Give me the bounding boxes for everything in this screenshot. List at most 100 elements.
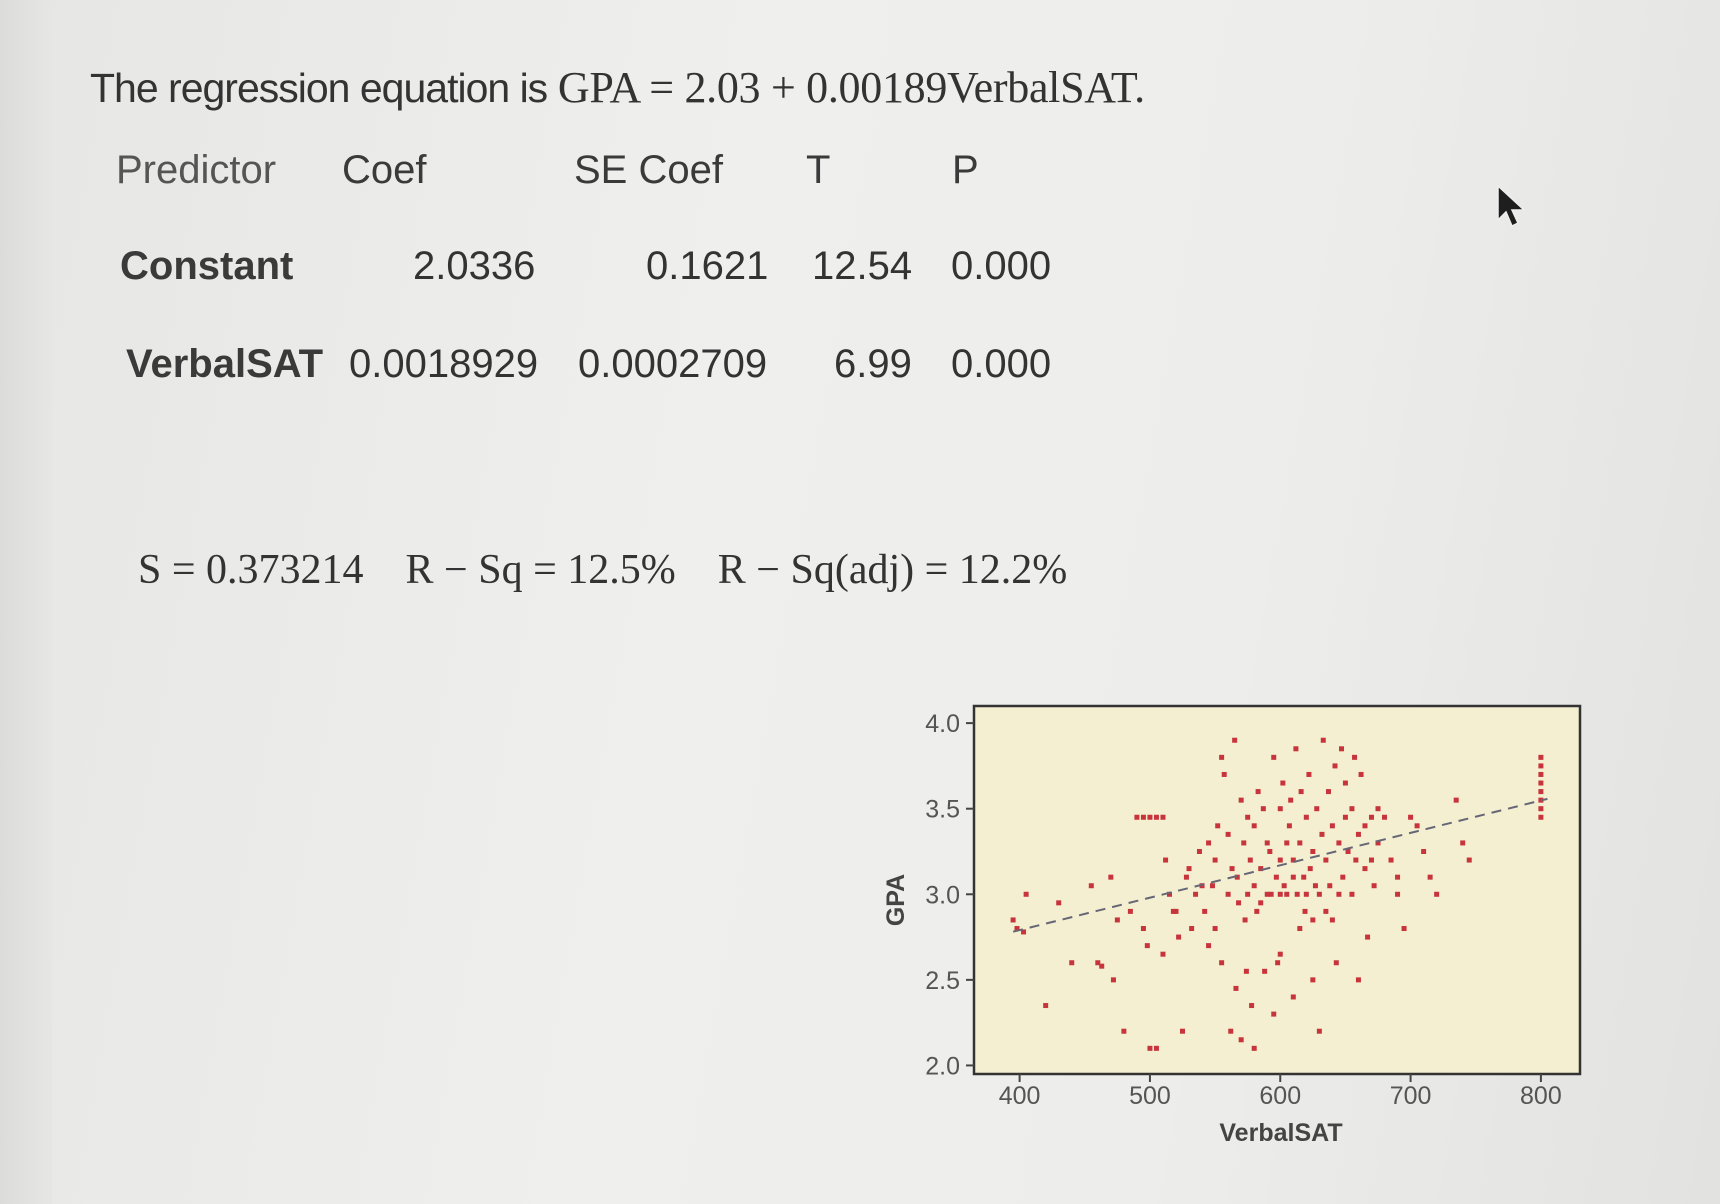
data-point [1388, 857, 1394, 863]
data-point [1323, 857, 1329, 863]
data-point [1186, 866, 1192, 872]
data-point [1365, 934, 1371, 940]
data-point [1254, 908, 1260, 914]
data-point [1267, 848, 1273, 854]
data-point [1310, 977, 1316, 983]
data-point [1332, 763, 1338, 769]
x-axis-label: VerbalSAT [1219, 1119, 1342, 1147]
x-axis-ticks: 400 500 600 700 800 [999, 1074, 1562, 1110]
data-point [1255, 789, 1261, 795]
data-point [1183, 874, 1189, 880]
data-point [1395, 874, 1401, 880]
x-tick-label: 700 [1390, 1082, 1432, 1110]
data-point [1358, 771, 1364, 777]
data-point [1056, 900, 1062, 906]
data-point [1310, 917, 1316, 923]
y-tick-label: 3.5 [925, 796, 960, 824]
data-point [1271, 754, 1277, 760]
header-se-coef: SE Coef [574, 148, 723, 192]
data-point [1170, 908, 1176, 914]
data-point [1277, 857, 1283, 863]
data-point [1225, 891, 1231, 897]
data-point [1307, 866, 1313, 872]
data-point [1225, 831, 1231, 837]
data-point [1333, 960, 1339, 966]
data-point [1306, 771, 1312, 777]
data-point [1302, 908, 1308, 914]
data-point [1189, 926, 1195, 932]
data-point [1327, 883, 1333, 889]
stat-rsq-adj: R − Sq(adj) = 12.2% [717, 547, 1068, 593]
data-point [1538, 789, 1544, 795]
row-verbalsat-predictor: VerbalSAT [126, 342, 324, 386]
data-point [1325, 789, 1331, 795]
data-point [1303, 891, 1309, 897]
data-point [1014, 926, 1020, 932]
data-point [1538, 754, 1544, 760]
x-tick-label: 600 [1259, 1082, 1301, 1110]
data-point [1421, 848, 1427, 854]
data-point [1342, 780, 1348, 786]
data-point [1238, 1037, 1244, 1043]
data-point [1427, 874, 1433, 880]
data-point [1362, 866, 1368, 872]
row-constant-p: 0.000 [951, 244, 1052, 288]
data-point [1316, 891, 1322, 897]
data-point [1288, 797, 1294, 803]
y-tick-label: 4.0 [925, 710, 960, 738]
row-constant-t: 12.54 [812, 244, 913, 288]
data-point [1342, 814, 1348, 820]
data-point [1247, 857, 1253, 863]
y-tick-label: 3.0 [925, 881, 960, 909]
data-point [1193, 891, 1199, 897]
data-point [1349, 806, 1355, 812]
data-point [1206, 943, 1212, 949]
data-point [1329, 917, 1335, 923]
data-point [1180, 1028, 1186, 1034]
row-verbalsat-coef: 0.0018929 [349, 342, 539, 386]
page-left-edge [0, 0, 52, 1204]
data-point [1236, 900, 1242, 906]
data-point [1219, 754, 1225, 760]
data-point [1127, 908, 1133, 914]
data-point [1277, 951, 1283, 957]
data-point [1368, 857, 1374, 863]
data-point [1401, 926, 1407, 932]
data-point [1310, 848, 1316, 854]
scatter-points [1010, 737, 1544, 1051]
data-point [1153, 814, 1159, 820]
plot-area [972, 704, 1582, 1076]
data-point [1258, 866, 1264, 872]
data-point [1352, 754, 1358, 760]
data-point [1277, 891, 1283, 897]
data-point [1355, 977, 1361, 983]
data-point [1221, 771, 1227, 777]
data-point [1301, 874, 1307, 880]
data-point [1371, 883, 1377, 889]
data-point [1202, 908, 1208, 914]
data-point [1153, 1045, 1159, 1051]
data-point [1277, 806, 1283, 812]
header-t: T [806, 148, 831, 192]
data-point [1340, 874, 1346, 880]
data-point [1249, 1003, 1255, 1009]
data-point [1538, 797, 1544, 803]
data-point [1251, 883, 1257, 889]
row-verbalsat-se-coef: 0.0002709 [578, 342, 768, 386]
regression-equation: The regression equation is GPA = 2.03 + … [90, 62, 1145, 113]
data-point [1173, 908, 1179, 914]
data-point [1264, 840, 1270, 846]
data-point [1258, 900, 1264, 906]
y-tick-label: 2.5 [925, 967, 960, 995]
data-point [1395, 891, 1401, 897]
data-point [1319, 831, 1325, 837]
data-point [1262, 968, 1268, 974]
data-point [1166, 891, 1172, 897]
fit-statistics: S = 0.373214 R − Sq = 12.5% R − Sq(adj) … [138, 546, 1067, 594]
x-tick-label: 800 [1520, 1082, 1562, 1110]
data-point [1538, 814, 1544, 820]
equation-lead: The regression equation is [90, 65, 548, 111]
data-point [1271, 1011, 1277, 1017]
data-point [1121, 1028, 1127, 1034]
data-point [1286, 823, 1292, 829]
